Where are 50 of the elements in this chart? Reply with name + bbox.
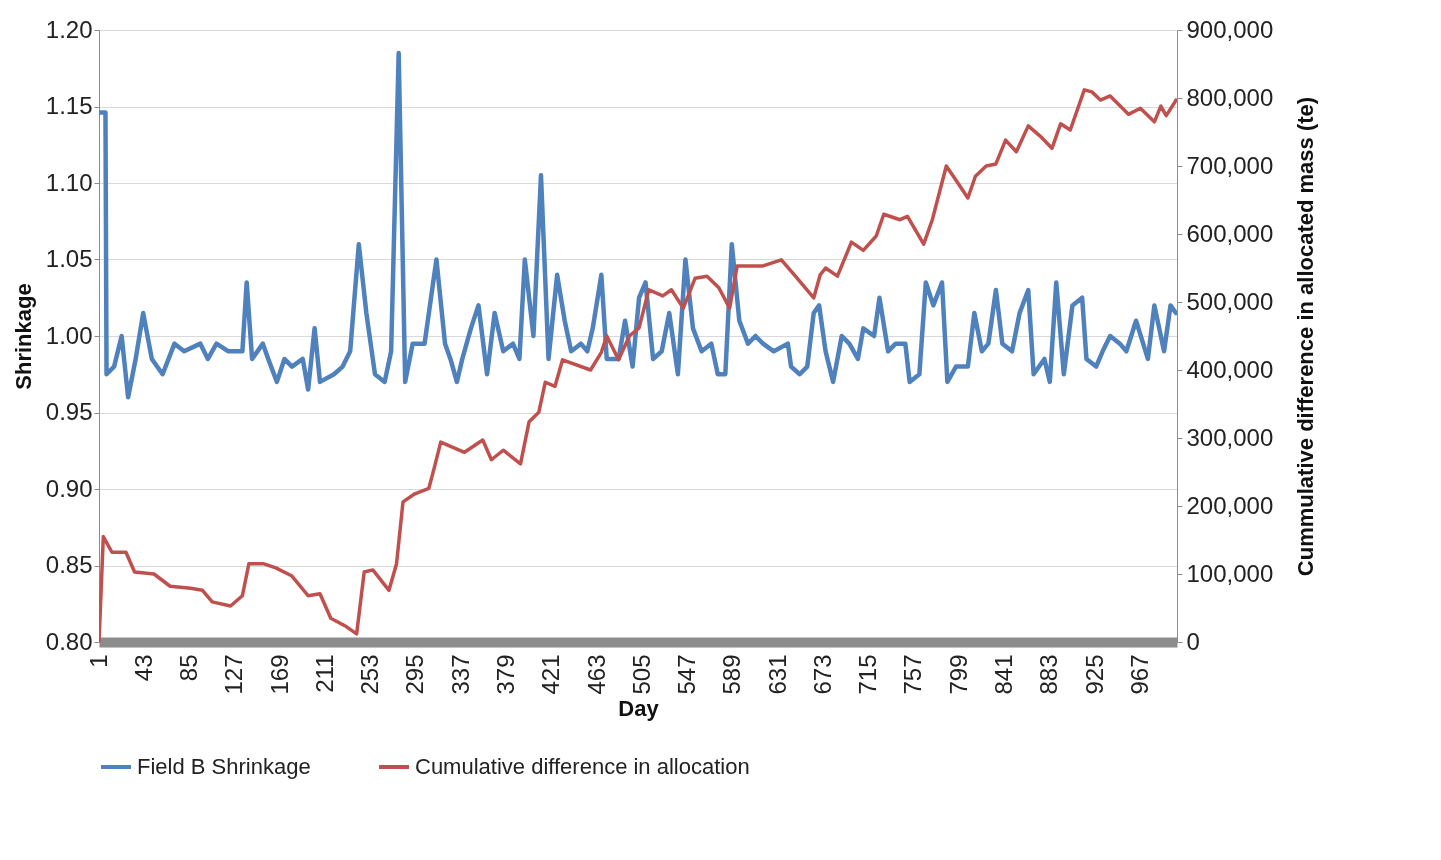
y2-axis-title: Cummulative difference in allocated mass (te) (1292, 96, 1318, 577)
legend-label: Field B Shrinkage (137, 754, 311, 779)
y-tick-label: 0.90 (45, 474, 93, 502)
x-tick-label: 841 (990, 654, 1018, 695)
y-tick-label: 0.95 (45, 398, 93, 425)
x-tick-label: 127 (220, 654, 248, 695)
y-tick-label: 1.15 (45, 92, 93, 119)
y-tick-label: 0.80 (45, 627, 93, 655)
x-tick-label: 631 (763, 654, 791, 695)
y2-tick-label: 900,000 (1186, 15, 1274, 43)
y2-tick-label: 700,000 (1186, 151, 1274, 179)
y2-tick-label: 400,000 (1186, 355, 1274, 383)
y2-tick-label: 500,000 (1186, 287, 1274, 315)
x-tick-label: 379 (491, 654, 519, 695)
x-axis-title: Day (618, 695, 660, 721)
x-tick-label: 295 (401, 654, 429, 695)
x-tick-label: 673 (808, 654, 836, 695)
y-tick-label: 1.20 (45, 15, 93, 43)
x-tick-label: 589 (718, 654, 746, 695)
x-tick-label: 169 (265, 654, 293, 695)
y2-tick-label: 200,000 (1186, 491, 1274, 519)
line-series (99, 50, 1177, 400)
line-series (99, 88, 1177, 642)
x-tick-label: 547 (673, 654, 701, 695)
x-tick-label: 253 (356, 654, 384, 695)
x-tick-label: 505 (627, 654, 655, 695)
x-tick-label: 463 (582, 654, 610, 695)
x-tick-label: 43 (129, 654, 157, 682)
y-axis-title: Shrinkage (10, 283, 36, 390)
x-tick-label: 85 (175, 654, 203, 682)
x-tick-label: 967 (1125, 654, 1153, 695)
y-tick-label: 0.85 (45, 551, 93, 578)
y2-tick-label: 300,000 (1186, 423, 1274, 451)
legend-label: Cumulative difference in allocation (415, 754, 750, 779)
x-tick-label: 1 (84, 654, 112, 668)
x-tick-label: 757 (899, 654, 927, 695)
y-tick-label: 1.05 (45, 245, 93, 272)
x-tick-label: 883 (1035, 654, 1063, 695)
y-tick-label: 1.10 (45, 168, 93, 196)
y2-tick-label: 100,000 (1186, 559, 1274, 587)
y2-tick-label: 600,000 (1186, 219, 1274, 247)
y2-tick-label: 800,000 (1186, 83, 1274, 111)
y-tick-label: 1.00 (45, 321, 93, 349)
x-tick-label: 337 (446, 654, 474, 695)
x-tick-label: 925 (1080, 654, 1108, 695)
y2-tick-label: 0 (1186, 627, 1200, 655)
x-tick-label: 715 (854, 654, 882, 695)
x-tick-label: 421 (537, 654, 565, 695)
x-tick-label: 799 (944, 654, 972, 695)
x-tick-label: 211 (310, 654, 338, 693)
